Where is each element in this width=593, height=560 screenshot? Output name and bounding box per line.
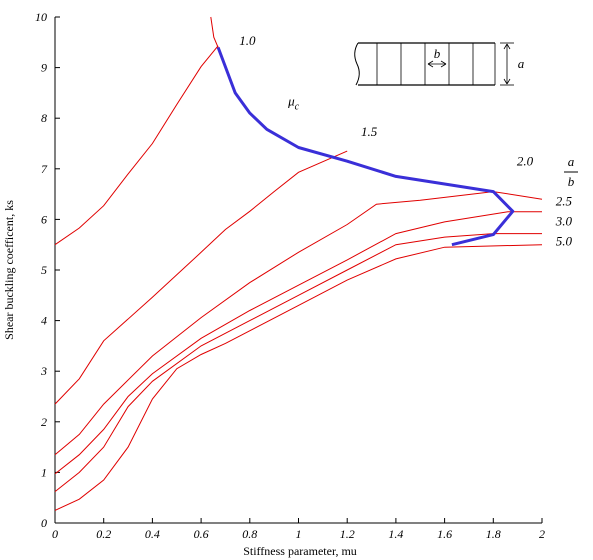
x-tick-label: 0 (52, 527, 58, 541)
y-tick-label: 3 (40, 364, 47, 378)
y-axis-label: Shear buckling coefficent, ks (2, 200, 16, 340)
x-tick-label: 0.8 (242, 527, 257, 541)
panel-inset-diagram (354, 42, 514, 86)
x-tick-label: 1.6 (437, 527, 452, 541)
series-line-2-0 (54, 191, 543, 456)
legend-title-denominator: b (568, 174, 575, 189)
curve-annotation: 3.0 (555, 213, 573, 228)
a-dimension-arrows (503, 43, 511, 85)
inset-label-b: b (434, 46, 441, 61)
panel-left-break (354, 42, 360, 86)
curve-annotation: μc (287, 94, 300, 113)
legend-title-numerator: a (568, 154, 575, 169)
x-tick-label: 1.8 (486, 527, 501, 541)
series-line-3-0 (54, 233, 542, 492)
x-tick-label: 2 (539, 527, 545, 541)
series-line-1-5 (54, 150, 348, 405)
aspect-ratio-legend-title: a b (564, 154, 578, 189)
series-line-1-0-branch (210, 16, 219, 48)
y-tick-label: 6 (41, 212, 47, 226)
curve-annotation: 1.0 (239, 33, 256, 48)
y-tick-label: 7 (41, 162, 48, 176)
y-tick-label: 2 (41, 415, 47, 429)
y-tick-label: 8 (41, 111, 47, 125)
y-tick-label: 5 (41, 263, 47, 277)
series-line-2-5 (54, 211, 542, 475)
y-tick-label: 9 (41, 61, 47, 75)
inset-label-a: a (518, 56, 525, 71)
chart-ticks: 0 0.2 0.4 0.6 0.8 1 1.2 1.4 1.6 1.8 2 0 1 2 3 4 5 6 7 8 9 10 (35, 10, 545, 541)
x-tick-label: 0.4 (145, 527, 160, 541)
x-tick-label: 1.2 (340, 527, 355, 541)
series-line-5-0 (54, 244, 543, 511)
chart-curves (54, 16, 543, 511)
curve-annotation: 1.5 (361, 124, 378, 139)
b-dimension-arrows (427, 60, 447, 68)
y-tick-label: 10 (35, 10, 47, 24)
critical-stiffness-curve (216, 46, 515, 247)
x-tick-label: 1.4 (388, 527, 403, 541)
x-tick-label: 1 (296, 527, 302, 541)
y-tick-label: 4 (41, 314, 47, 328)
y-tick-label: 1 (41, 465, 47, 479)
curve-annotation: 2.0 (517, 153, 534, 168)
x-tick-label: 0.2 (96, 527, 111, 541)
curve-annotation: 5.0 (556, 234, 573, 249)
x-axis-label: Stiffness parameter, mu (243, 544, 357, 558)
x-tick-label: 0.6 (194, 527, 209, 541)
curve-annotation: 2.5 (556, 194, 573, 209)
y-tick-label: 0 (41, 516, 47, 530)
series-line-1-0 (54, 45, 219, 246)
